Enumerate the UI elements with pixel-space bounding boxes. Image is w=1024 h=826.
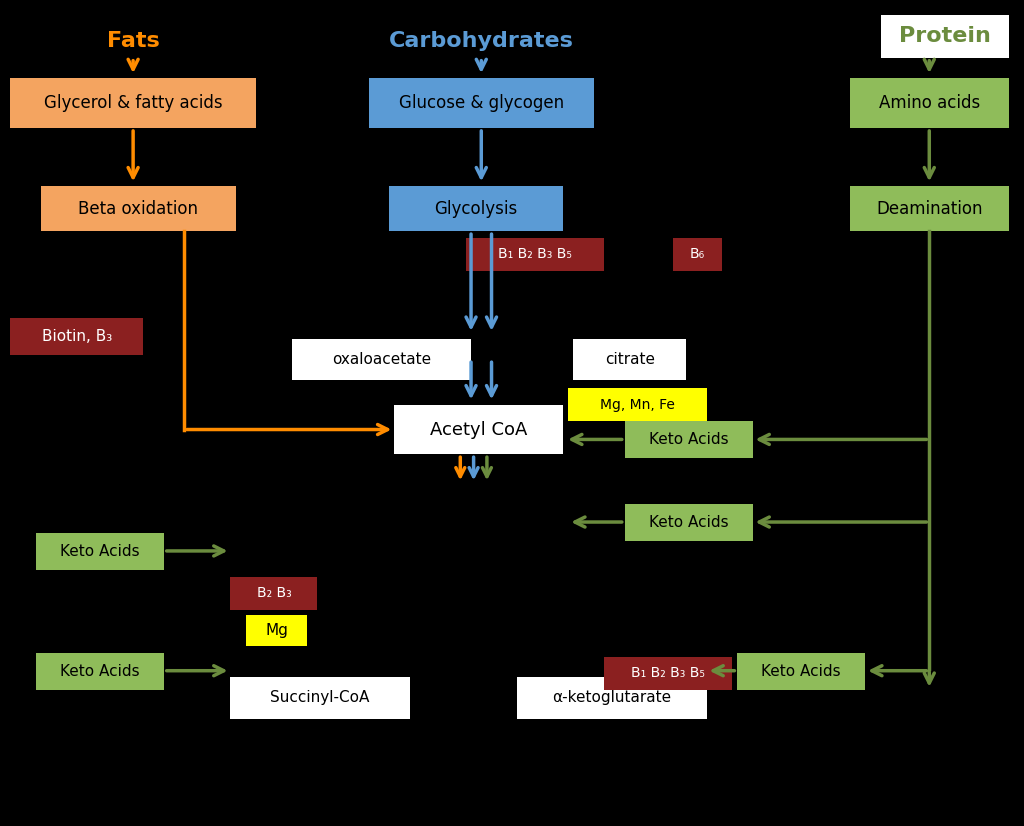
Text: Keto Acids: Keto Acids xyxy=(60,663,139,679)
FancyBboxPatch shape xyxy=(673,238,722,271)
FancyBboxPatch shape xyxy=(36,653,164,690)
FancyBboxPatch shape xyxy=(246,615,307,646)
Text: Biotin, B₃: Biotin, B₃ xyxy=(42,329,112,344)
FancyBboxPatch shape xyxy=(394,405,563,454)
FancyBboxPatch shape xyxy=(389,186,563,231)
FancyBboxPatch shape xyxy=(369,78,594,128)
FancyBboxPatch shape xyxy=(292,339,471,380)
Text: Glucose & glycogen: Glucose & glycogen xyxy=(398,94,564,112)
Text: Carbohydrates: Carbohydrates xyxy=(389,31,573,51)
Text: Fats: Fats xyxy=(106,31,160,51)
FancyBboxPatch shape xyxy=(604,657,732,690)
FancyBboxPatch shape xyxy=(517,677,707,719)
FancyBboxPatch shape xyxy=(573,339,686,380)
Text: Keto Acids: Keto Acids xyxy=(762,663,841,679)
Text: Keto Acids: Keto Acids xyxy=(60,544,139,559)
Text: Mg, Mn, Fe: Mg, Mn, Fe xyxy=(600,398,675,411)
Text: B₂ B₃: B₂ B₃ xyxy=(257,586,291,600)
Text: Acetyl CoA: Acetyl CoA xyxy=(430,420,527,439)
Text: α-ketoglutarate: α-ketoglutarate xyxy=(552,691,672,705)
Text: Glycerol & fatty acids: Glycerol & fatty acids xyxy=(44,94,222,112)
FancyBboxPatch shape xyxy=(850,78,1009,128)
FancyBboxPatch shape xyxy=(568,388,707,421)
Text: B₁ B₂ B₃ B₅: B₁ B₂ B₃ B₅ xyxy=(631,667,706,680)
Text: Deamination: Deamination xyxy=(876,200,983,217)
FancyBboxPatch shape xyxy=(625,504,753,541)
FancyBboxPatch shape xyxy=(230,577,317,610)
Text: Amino acids: Amino acids xyxy=(879,94,980,112)
Text: B₁ B₂ B₃ B₅: B₁ B₂ B₃ B₅ xyxy=(498,248,572,261)
Text: B₆: B₆ xyxy=(690,248,705,261)
FancyBboxPatch shape xyxy=(10,318,143,355)
Text: Beta oxidation: Beta oxidation xyxy=(78,200,199,217)
Text: oxaloacetate: oxaloacetate xyxy=(332,352,431,367)
Text: Protein: Protein xyxy=(899,26,990,46)
Text: Keto Acids: Keto Acids xyxy=(649,432,728,448)
Text: Mg: Mg xyxy=(265,623,288,638)
FancyBboxPatch shape xyxy=(625,421,753,458)
FancyBboxPatch shape xyxy=(41,186,236,231)
FancyBboxPatch shape xyxy=(10,78,256,128)
FancyBboxPatch shape xyxy=(881,15,1009,58)
FancyBboxPatch shape xyxy=(36,533,164,570)
FancyBboxPatch shape xyxy=(466,238,604,271)
Text: Keto Acids: Keto Acids xyxy=(649,515,728,530)
Text: Glycolysis: Glycolysis xyxy=(434,200,518,217)
FancyBboxPatch shape xyxy=(850,186,1009,231)
FancyBboxPatch shape xyxy=(230,677,410,719)
Text: Succinyl-CoA: Succinyl-CoA xyxy=(270,691,370,705)
FancyBboxPatch shape xyxy=(737,653,865,690)
Text: citrate: citrate xyxy=(605,352,654,367)
